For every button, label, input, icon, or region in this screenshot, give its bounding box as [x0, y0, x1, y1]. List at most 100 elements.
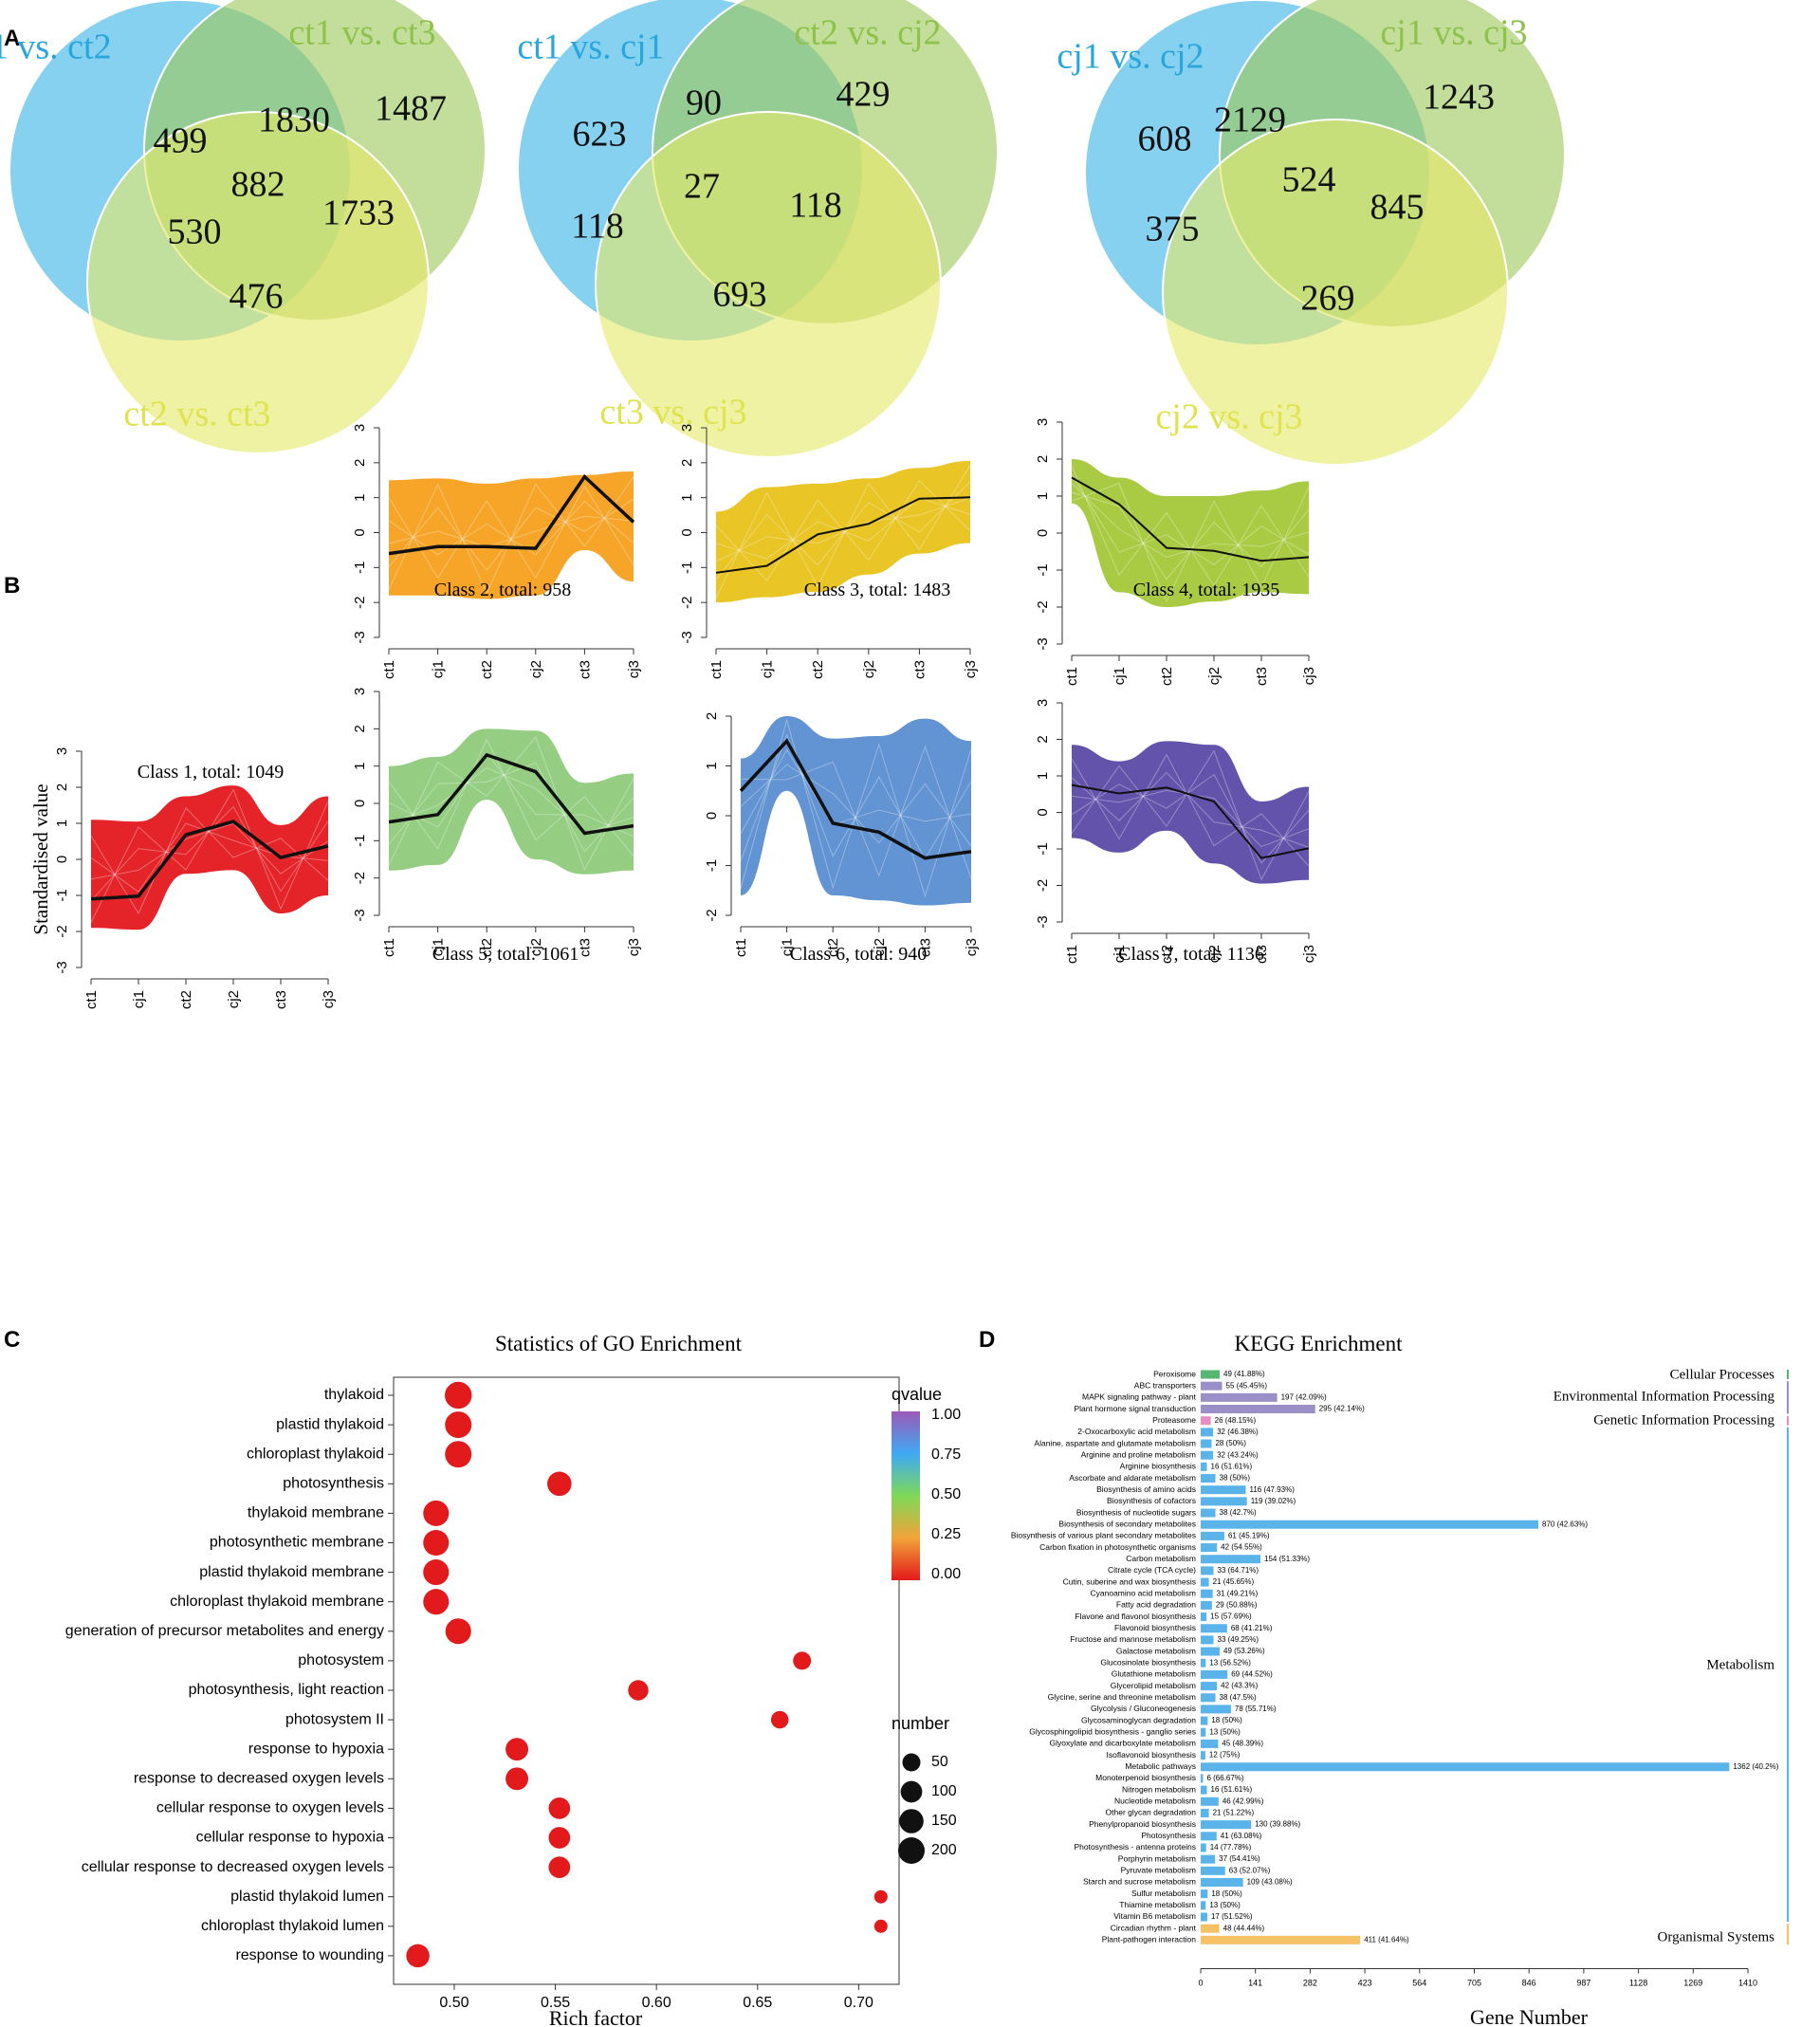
kegg-bar-label: 870 (42.63%): [1542, 1520, 1588, 1528]
go-x-tick-label: 0.50: [439, 1995, 469, 2011]
y-tick-label: -2: [352, 596, 368, 608]
go-term-label: photosystem II: [285, 1711, 384, 1727]
go-term-label: generation of precursor metabolites and …: [65, 1623, 384, 1639]
cluster-gene-line: [388, 476, 634, 595]
kegg-bar-label: 21 (51.22%): [1213, 1809, 1255, 1817]
cluster-gene-line: [388, 498, 634, 571]
y-tick-label: 0: [1035, 529, 1051, 537]
kegg-bar: [1201, 1520, 1539, 1529]
kegg-bar: [1201, 1808, 1209, 1817]
x-tick-label: ct3: [577, 660, 593, 679]
kegg-bar: [1201, 1589, 1213, 1598]
kegg-x-tick-label: 1128: [1629, 1979, 1647, 1988]
go-term-label: chloroplast thylakoid membrane: [170, 1594, 384, 1610]
cluster-title: Class 7, total: 1136: [1118, 944, 1264, 965]
go-dot: [423, 1589, 450, 1615]
kegg-pathway-label: Carbon fixation in photosynthetic organi…: [1039, 1542, 1196, 1552]
cluster-plot-1: -3 -2 -1 0 1 2 3 ct1 cj1 ct2 cj2 ct3 cj3 Class 1, tot…: [29, 747, 337, 1009]
y-axis-title: Standardised value: [29, 783, 52, 934]
kegg-bar-label: 41 (63.08%): [1221, 1832, 1262, 1840]
go-dot: [445, 1441, 472, 1468]
go-dot: [628, 1680, 649, 1701]
kegg-pathway-label: Pyruvate metabolism: [1121, 1866, 1196, 1875]
cluster-title: Class 6, total: 940: [790, 944, 927, 965]
cluster-gene-line: [388, 485, 634, 580]
kegg-bar-label: 1362 (40.2%): [1733, 1762, 1778, 1771]
cluster-band: [389, 728, 634, 875]
kegg-bar: [1201, 1843, 1206, 1852]
x-tick-label: ct2: [178, 990, 194, 1009]
kegg-pathway-label: Biosynthesis of amino acids: [1096, 1484, 1196, 1494]
kegg-bar: [1201, 1693, 1216, 1703]
x-tick-label: ct2: [479, 660, 495, 679]
kegg-bar: [1201, 1682, 1218, 1691]
x-tick-label: cj2: [528, 660, 544, 678]
panel-letter-d: D: [979, 1327, 995, 1353]
y-tick-label: -1: [1035, 563, 1051, 576]
kegg-bar: [1201, 1462, 1207, 1471]
panel-letter-a: A: [4, 26, 20, 51]
cluster-gene-line: [90, 805, 329, 902]
kegg-pathway-label: Flavone and flavonol biosynthesis: [1075, 1612, 1196, 1621]
venn-diagrams: ct1 vs. ct2 ct1 vs. ct3 ct2 vs. ct3 499 1487…: [0, 0, 1566, 466]
x-tick-label: cj2: [226, 990, 242, 1008]
venn-count-abc: 524: [1282, 160, 1336, 200]
kegg-pathway-label: Thiamine metabolism: [1119, 1900, 1196, 1909]
kegg-x-tick-label: 141: [1248, 1979, 1262, 1988]
go-dot: [548, 1827, 571, 1849]
cluster-band: [1072, 741, 1309, 884]
cluster-gene-line: [90, 822, 329, 880]
go-dot: [506, 1767, 529, 1791]
kegg-bar-label: 46 (42.99%): [1223, 1797, 1264, 1805]
y-tick-label: 3: [1035, 418, 1051, 426]
cluster-gene-line: [388, 752, 634, 838]
kegg-pathway-label: Cutin, suberine and wax biosynthesis: [1063, 1576, 1196, 1586]
x-tick-label: ct3: [911, 660, 928, 679]
kegg-bar: [1201, 1381, 1223, 1391]
number-legend-dot: [902, 1753, 921, 1772]
venn-count-c: 693: [713, 275, 767, 315]
y-tick-label: 2: [352, 725, 368, 732]
kegg-x-tick-label: 1269: [1683, 1979, 1702, 1988]
cluster-gene-line: [715, 497, 971, 560]
kegg-bar: [1201, 1866, 1225, 1875]
x-tick-label: cj1: [431, 938, 447, 956]
cluster-title: Class 2, total: 958: [434, 580, 571, 600]
kegg-bar: [1201, 1658, 1206, 1668]
go-term-label: plastid thylakoid lumen: [230, 1889, 384, 1905]
kegg-bar-label: 18 (50%): [1211, 1889, 1242, 1898]
kegg-bar: [1201, 1635, 1214, 1645]
cluster-gene-line: [715, 465, 971, 599]
y-tick-label: 3: [1035, 699, 1051, 707]
x-tick-label: cj2: [1206, 945, 1223, 963]
kegg-pathway-label: Alanine, aspartate and glutamate metabol…: [1034, 1438, 1196, 1447]
venn-count-ac: 118: [571, 207, 624, 247]
kegg-bar: [1201, 1785, 1207, 1795]
go-term-label: plastid thylakoid: [276, 1416, 384, 1432]
kegg-bar-label: 37 (54.41%): [1219, 1854, 1260, 1863]
kegg-pathway-label: Monoterpenoid biosynthesis: [1095, 1773, 1196, 1782]
number-legend-label: 200: [931, 1842, 957, 1858]
number-legend-label: 150: [931, 1813, 957, 1829]
x-tick-label: ct2: [825, 938, 841, 957]
venn-set-3: [86, 111, 430, 454]
kegg-bar: [1201, 1739, 1219, 1748]
cluster-mean-line: [388, 473, 635, 556]
cluster-gene-line: [1071, 483, 1310, 558]
cluster-gene-line: [1071, 749, 1310, 881]
go-term-label: chloroplast thylakoid: [247, 1446, 384, 1462]
kegg-bar: [1201, 1727, 1206, 1737]
kegg-x-tick-label: 846: [1522, 1979, 1536, 1988]
y-tick-label: 3: [679, 424, 695, 432]
kegg-bar: [1201, 1889, 1208, 1899]
kegg-bar: [1201, 1543, 1218, 1553]
kegg-bar-label: 197 (42.09%): [1281, 1392, 1327, 1401]
kegg-pathway-label: Glycosaminoglycan degradation: [1081, 1715, 1196, 1724]
y-tick-label: -2: [679, 596, 695, 608]
cluster-gene-line: [1071, 749, 1310, 881]
go-dot: [770, 1710, 789, 1729]
kegg-x-tick-label: 282: [1303, 1979, 1317, 1988]
kegg-bar-label: 17 (51.52%): [1211, 1912, 1253, 1921]
y-tick-label: 2: [679, 459, 695, 467]
